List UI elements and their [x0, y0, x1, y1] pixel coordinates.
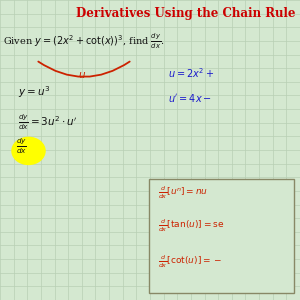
Text: Given $y = (2x^2 + \cot(x))^3$, find $\frac{dy}{dx}$.: Given $y = (2x^2 + \cot(x))^3$, find $\f…	[3, 32, 165, 51]
Text: $y = u^3$: $y = u^3$	[18, 84, 50, 100]
Text: $\frac{d}{dx}[\tan(u)] = \mathrm{se}$: $\frac{d}{dx}[\tan(u)] = \mathrm{se}$	[158, 218, 224, 234]
Text: $u' = 4x -$: $u' = 4x -$	[168, 92, 212, 104]
Ellipse shape	[11, 137, 46, 165]
Text: $\frac{dy}{dx} = 3u^2 \cdot u'$: $\frac{dy}{dx} = 3u^2 \cdot u'$	[18, 112, 78, 132]
FancyBboxPatch shape	[148, 178, 294, 292]
Text: $\frac{d}{dx}[\cot(u)] = -$: $\frac{d}{dx}[\cot(u)] = -$	[158, 254, 221, 270]
Text: $u = 2x^2 +$: $u = 2x^2 +$	[168, 66, 214, 80]
Text: $\frac{dy}{dx}$: $\frac{dy}{dx}$	[16, 136, 28, 156]
Text: $u$: $u$	[78, 70, 87, 80]
Text: $\frac{d}{dx}[u^n] = nu$: $\frac{d}{dx}[u^n] = nu$	[158, 184, 208, 201]
Text: Derivatives Using the Chain Rule: Derivatives Using the Chain Rule	[76, 8, 296, 20]
